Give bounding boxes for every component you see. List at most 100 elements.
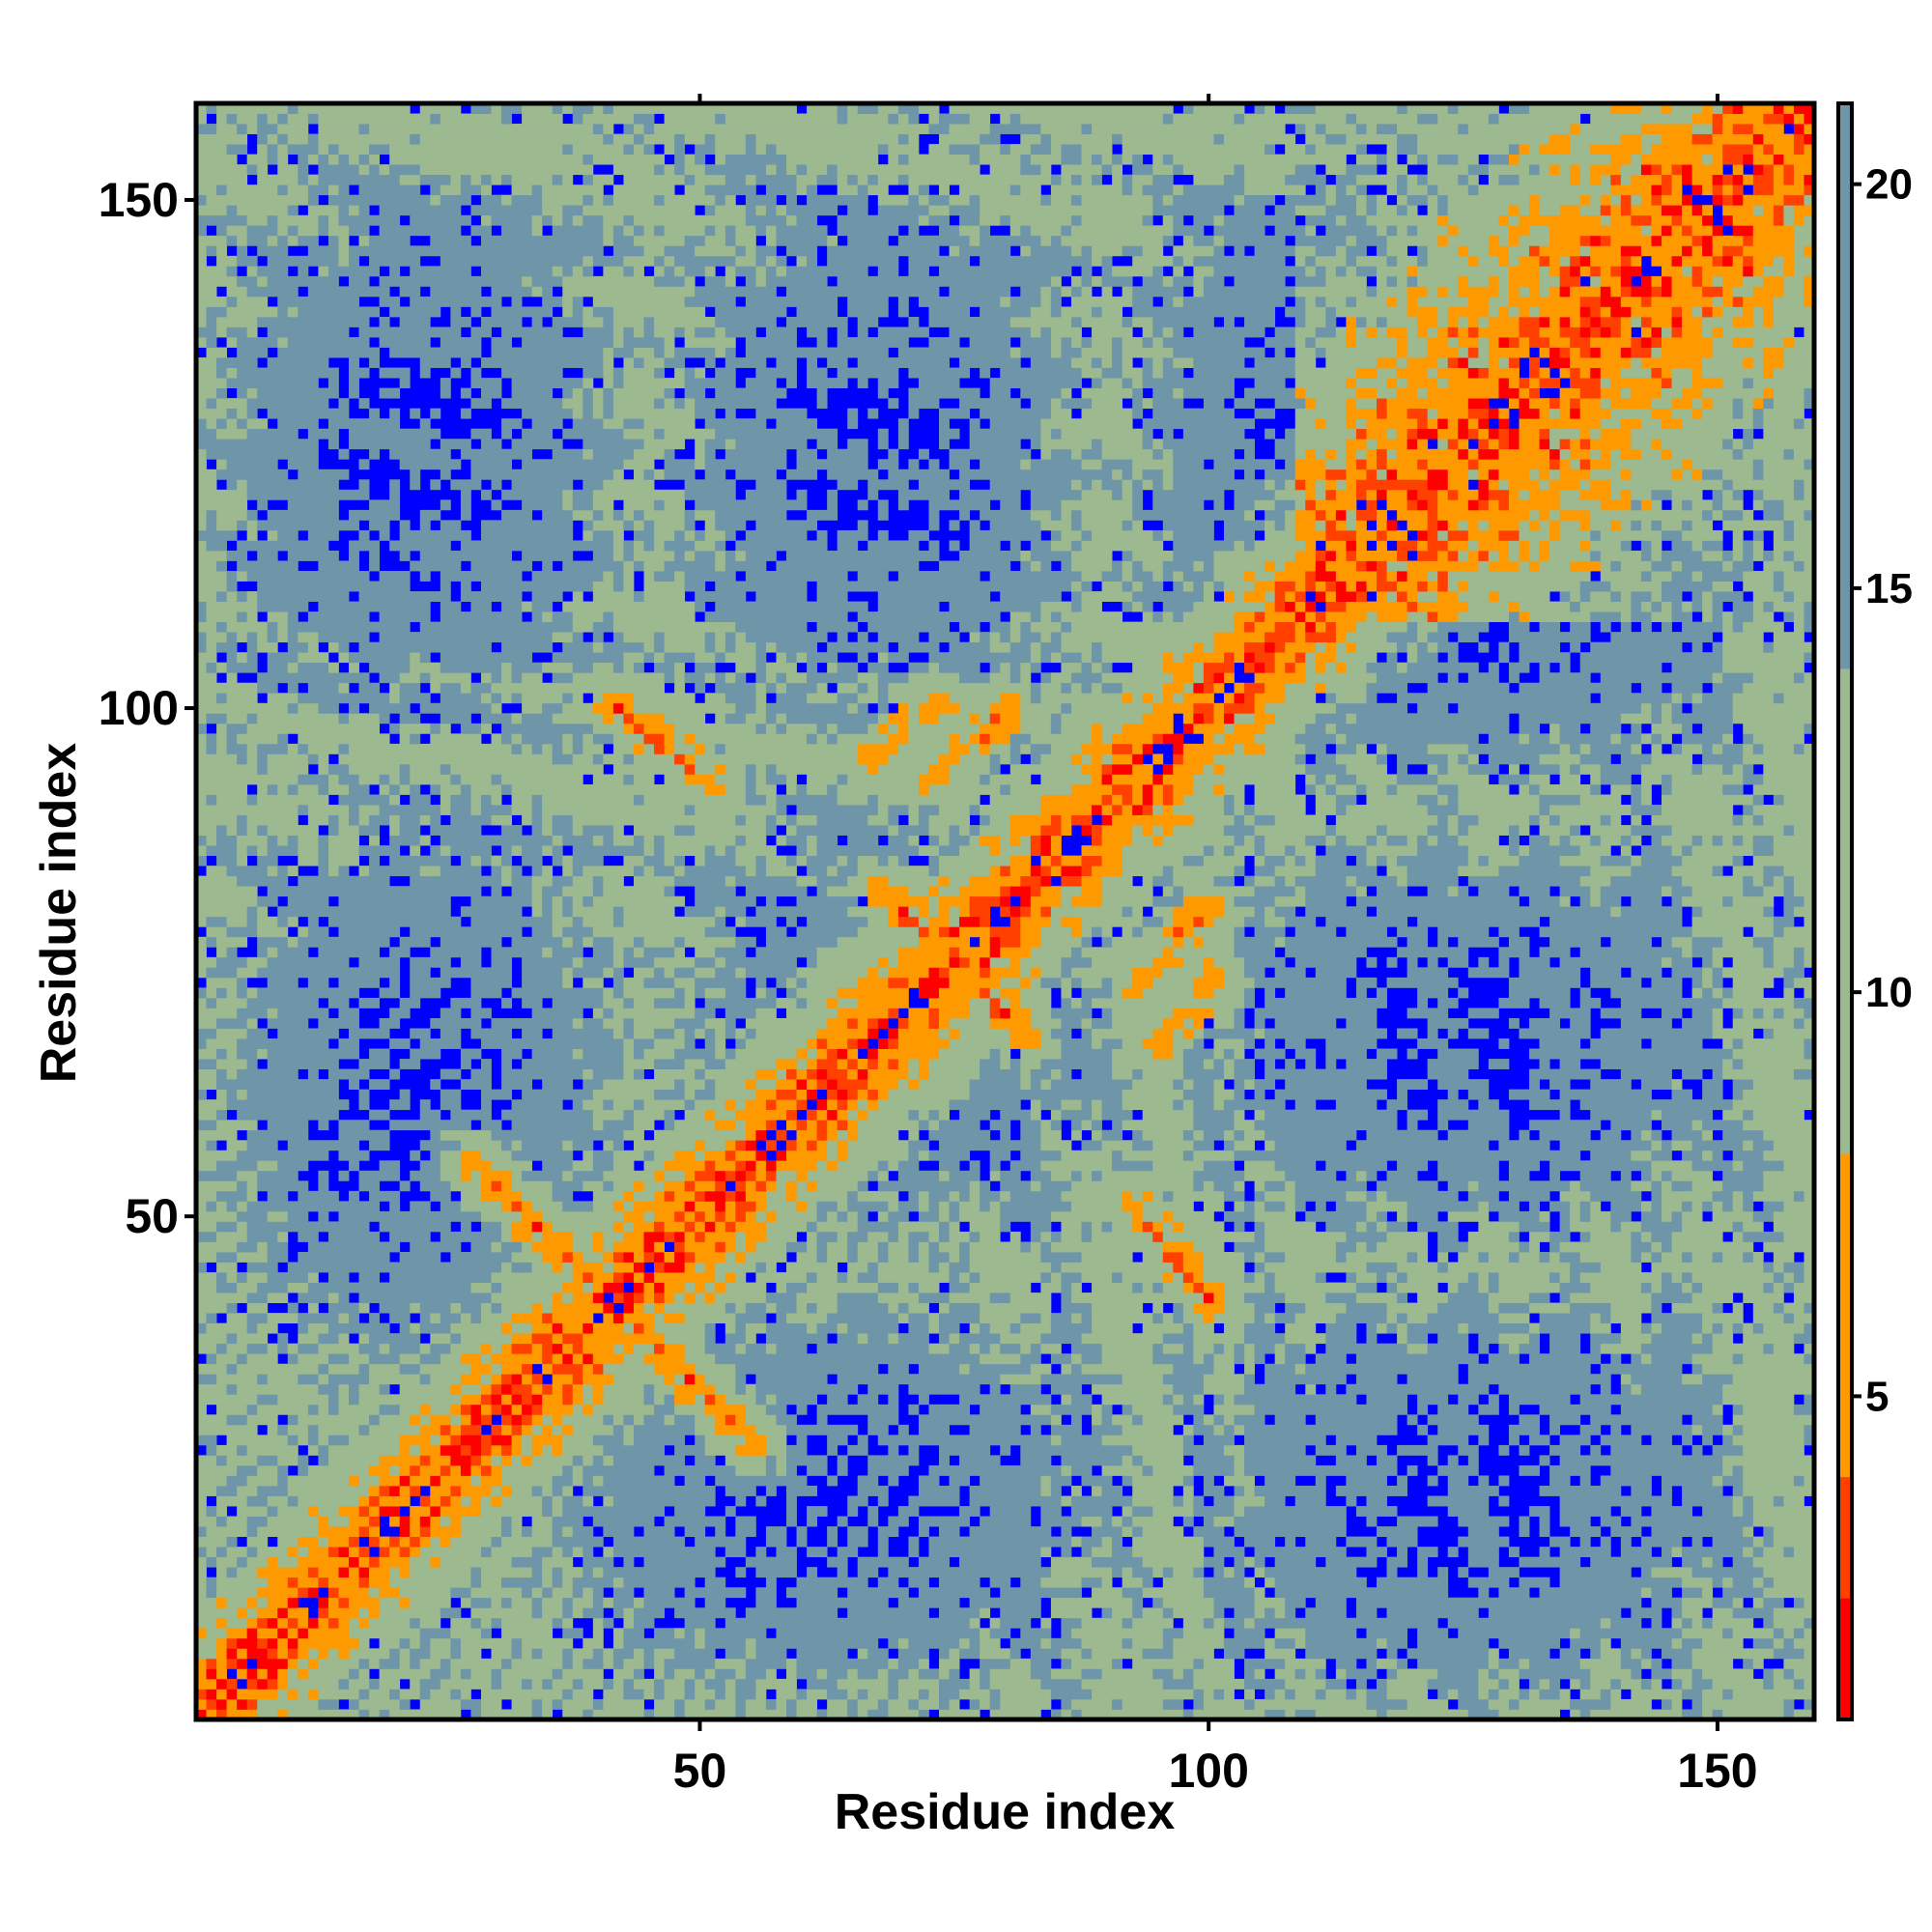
heatmap-cell [572, 1648, 594, 1660]
heatmap-cell [196, 997, 207, 1009]
heatmap-cell [206, 997, 217, 1009]
heatmap-cell [949, 977, 1001, 988]
heatmap-cell [419, 1689, 431, 1700]
heatmap-cell [1529, 814, 1540, 826]
heatmap-cell [695, 1170, 716, 1181]
heatmap-cell [1549, 1008, 1591, 1019]
heatmap-cell [349, 1678, 370, 1690]
heatmap-cell [1773, 926, 1784, 938]
heatmap-cell [867, 1414, 899, 1426]
heatmap-cell [1397, 1475, 1408, 1487]
heatmap-cell [1763, 1170, 1815, 1181]
heatmap-cell [246, 1668, 258, 1680]
heatmap-cell [1009, 855, 1032, 867]
heatmap-cell [1335, 1485, 1408, 1496]
heatmap-cell [1030, 1404, 1052, 1415]
heatmap-cell [724, 1150, 736, 1161]
heatmap-cell [552, 1262, 563, 1273]
heatmap-cell [1539, 1485, 1622, 1496]
heatmap-cell [755, 1210, 767, 1222]
heatmap-cell [267, 1617, 278, 1629]
heatmap-cell [1579, 1424, 1602, 1435]
heatmap-cell [522, 814, 533, 826]
heatmap-cell [287, 916, 298, 927]
heatmap-cell [674, 1374, 686, 1385]
heatmap-cell [327, 855, 359, 867]
heatmap-cell [1132, 1637, 1164, 1649]
heatmap-cell [633, 1678, 655, 1690]
heatmap-cell [1040, 1282, 1062, 1293]
heatmap-cell [287, 1689, 298, 1700]
heatmap-cell [969, 1495, 1062, 1507]
heatmap-cell [410, 1516, 421, 1527]
heatmap-cell [1142, 1464, 1153, 1476]
heatmap-cell [816, 1414, 828, 1426]
heatmap-cell [1092, 997, 1245, 1009]
heatmap-cell [501, 1628, 554, 1639]
heatmap-cell [338, 1678, 350, 1690]
heatmap-cell [1244, 997, 1255, 1009]
heatmap-cell [949, 1272, 960, 1283]
heatmap-cell [612, 1160, 635, 1172]
heatmap-cell [674, 866, 686, 877]
heatmap-cell [237, 1008, 269, 1019]
heatmap-cell [592, 835, 604, 846]
heatmap-cell [531, 1302, 543, 1314]
heatmap-cell [612, 1028, 624, 1039]
heatmap-cell [196, 1099, 227, 1111]
heatmap-cell [419, 1180, 451, 1192]
heatmap-cell [664, 1374, 675, 1385]
heatmap-cell [1173, 1079, 1184, 1091]
heatmap-cell [1732, 1322, 1744, 1334]
heatmap-cell [369, 1516, 381, 1527]
heatmap-cell [989, 1577, 1011, 1588]
heatmap-cell [246, 1221, 370, 1233]
heatmap-cell [847, 1099, 859, 1111]
heatmap-cell [684, 1689, 696, 1700]
heatmap-cell [1101, 977, 1113, 988]
heatmap-cell [1325, 835, 1337, 846]
heatmap-cell [612, 947, 624, 958]
heatmap-cell [1559, 1251, 1581, 1263]
heatmap-cell [928, 825, 950, 836]
heatmap-cell [531, 895, 543, 907]
heatmap-cell [410, 1170, 441, 1181]
heatmap-cell [980, 936, 991, 948]
heatmap-cell [1691, 1251, 1714, 1263]
heatmap-cell [1366, 1129, 1438, 1141]
heatmap-cell [867, 1231, 889, 1242]
heatmap-cell [612, 1262, 635, 1273]
heatmap-cell [745, 794, 767, 806]
heatmap-cell [592, 875, 604, 887]
heatmap-cell [379, 1597, 401, 1608]
heatmap-cell [216, 1485, 238, 1496]
heatmap-cell [358, 1170, 401, 1181]
heatmap-cell [1213, 1313, 1255, 1324]
heatmap-cell [847, 1038, 859, 1049]
heatmap-cell [857, 1017, 868, 1029]
heatmap-cell [592, 1698, 604, 1710]
heatmap-cell [1763, 906, 1775, 918]
heatmap-cell [267, 1343, 278, 1354]
heatmap-cell [592, 1363, 604, 1375]
heatmap-cell [1264, 1363, 1296, 1375]
heatmap-cell [522, 1241, 533, 1253]
heatmap-cell [1122, 987, 1144, 999]
heatmap-cell [704, 1404, 747, 1415]
heatmap-cell [724, 1322, 736, 1334]
heatmap-cell [888, 1038, 899, 1049]
heatmap-cell [827, 866, 838, 877]
heatmap-cell [674, 1190, 696, 1202]
heatmap-cell [654, 1394, 665, 1406]
heatmap-cell [237, 825, 248, 836]
heatmap-cell [440, 1536, 451, 1548]
heatmap-cell [1346, 1495, 1357, 1507]
heatmap-cell [1498, 1637, 1561, 1649]
heatmap-cell [450, 814, 492, 826]
heatmap-cell [399, 1485, 411, 1496]
heatmap-cell [501, 1374, 512, 1385]
heatmap-cell [1671, 1698, 1683, 1710]
heatmap-cell [1661, 1648, 1692, 1660]
heatmap-cell [206, 936, 217, 948]
